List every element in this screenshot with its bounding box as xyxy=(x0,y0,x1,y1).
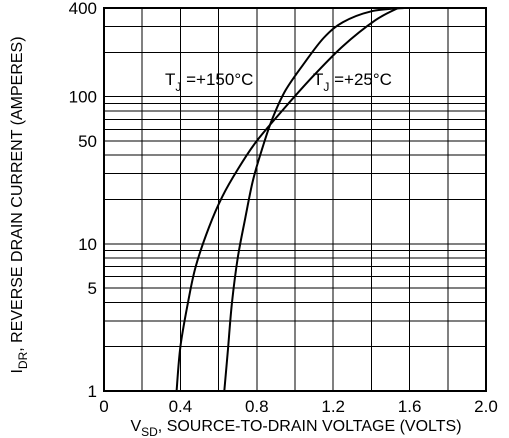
y-tick-label: 100 xyxy=(69,88,97,107)
y-tick-label: 50 xyxy=(78,132,97,151)
curves xyxy=(175,7,404,392)
x-tick-labels: 0 0.4 0.8 1.2 1.6 2.0 xyxy=(99,397,498,416)
annotation-tj-150: TJ =+150°C xyxy=(165,70,253,94)
series-line-tj-150 xyxy=(175,7,399,392)
plot-frame xyxy=(103,7,487,392)
series-line-tj-25 xyxy=(223,7,404,392)
grid xyxy=(104,8,486,391)
x-tick-label: 1.2 xyxy=(321,397,345,416)
y-tick-label: 10 xyxy=(78,235,97,254)
x-axis-title: VSD, SOURCE-TO-DRAIN VOLTAGE (VOLTS) xyxy=(130,418,461,438)
x-tick-label: 0 xyxy=(99,397,108,416)
x-tick-label: 0.8 xyxy=(245,397,269,416)
y-axis-title: IDR, REVERSE DRAIN CURRENT (AMPERES) xyxy=(9,36,30,373)
x-tick-label: 0.4 xyxy=(169,397,193,416)
y-tick-label: 1 xyxy=(88,382,97,401)
x-tick-label: 1.6 xyxy=(398,397,422,416)
y-tick-label: 5 xyxy=(88,279,97,298)
annotation-tj-25: TJ =+25°C xyxy=(313,70,392,94)
y-tick-labels: 1 5 10 50 100 400 xyxy=(69,0,97,401)
y-tick-label: 400 xyxy=(69,0,97,18)
x-tick-label: 2.0 xyxy=(474,397,498,416)
